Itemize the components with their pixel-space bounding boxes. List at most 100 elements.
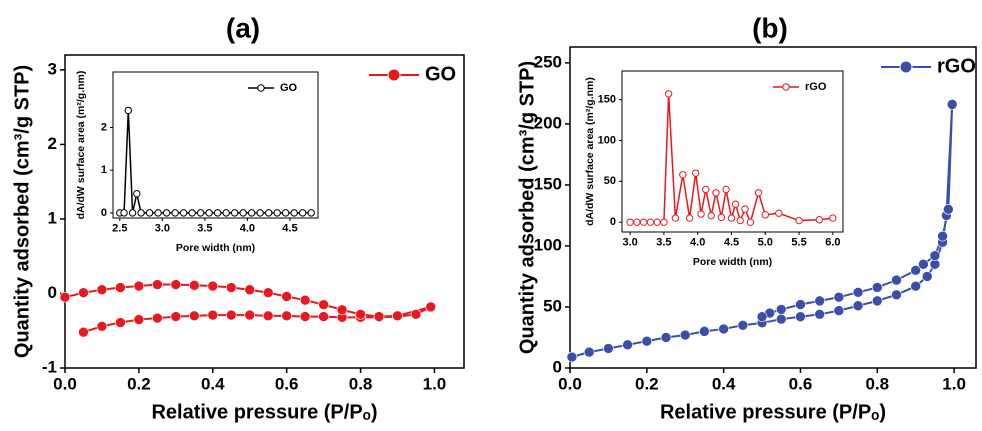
data-point bbox=[410, 309, 422, 320]
data-point bbox=[299, 294, 311, 306]
y-tick-label: -1 bbox=[42, 357, 57, 376]
data-point bbox=[685, 214, 694, 222]
data-point bbox=[910, 280, 921, 292]
data-point bbox=[633, 218, 641, 226]
x-tick-label: 0.8 bbox=[349, 374, 373, 393]
data-point bbox=[910, 265, 921, 276]
plot-frame bbox=[621, 70, 844, 233]
x-tick-label: 5.5 bbox=[791, 237, 806, 249]
data-point bbox=[712, 189, 720, 197]
data-point bbox=[188, 209, 196, 217]
data-point bbox=[943, 204, 954, 215]
data-point bbox=[566, 351, 578, 363]
data-point bbox=[247, 209, 256, 217]
data-point bbox=[761, 211, 769, 219]
data-point bbox=[660, 218, 668, 226]
data-point bbox=[281, 310, 292, 322]
x-tick-label: 0.0 bbox=[558, 374, 582, 393]
data-point bbox=[815, 216, 824, 224]
data-point bbox=[189, 310, 200, 322]
data-point bbox=[170, 311, 182, 322]
data-point bbox=[626, 218, 634, 226]
x-tick-label: 3.0 bbox=[155, 223, 170, 235]
data-point bbox=[833, 291, 845, 303]
data-point bbox=[262, 310, 274, 322]
data-point bbox=[273, 209, 281, 217]
data-point bbox=[152, 312, 163, 324]
x-tick-label: 3.0 bbox=[622, 237, 637, 249]
data-point bbox=[921, 271, 933, 282]
data-point bbox=[697, 210, 705, 218]
data-point bbox=[829, 214, 837, 222]
data-point bbox=[871, 295, 883, 307]
x-tick-label: 0.4 bbox=[712, 374, 736, 393]
x-tick-label: 0.2 bbox=[127, 374, 151, 393]
data-point bbox=[78, 287, 89, 299]
data-point bbox=[244, 309, 256, 321]
data-point bbox=[660, 332, 672, 343]
data-point bbox=[196, 209, 205, 217]
data-point bbox=[207, 280, 219, 292]
data-point bbox=[833, 305, 845, 316]
data-point bbox=[244, 284, 256, 296]
data-point bbox=[262, 287, 274, 299]
y-tick-label: 150 bbox=[598, 94, 616, 106]
data-point bbox=[918, 258, 929, 270]
y-tick-label: 200 bbox=[534, 113, 562, 132]
data-point bbox=[225, 309, 237, 321]
data-point bbox=[152, 279, 163, 290]
data-point bbox=[775, 209, 783, 217]
y-tick-label: 0 bbox=[553, 357, 562, 376]
data-point bbox=[115, 282, 126, 293]
data-point bbox=[124, 106, 133, 115]
legend-label: rGO bbox=[937, 55, 976, 77]
data-point bbox=[225, 282, 237, 293]
x-tick-label: 0.0 bbox=[53, 374, 77, 393]
data-point bbox=[222, 209, 230, 217]
y-axis-label: Quantity adsorbed (cm³/g STP) bbox=[516, 61, 538, 354]
data-point bbox=[189, 279, 200, 291]
y-tick-label: 1 bbox=[101, 164, 107, 176]
data-point bbox=[298, 209, 307, 217]
legend-marker bbox=[257, 84, 265, 92]
x-tick-label: 0.6 bbox=[275, 374, 299, 393]
y-tick-label: 50 bbox=[604, 175, 616, 187]
data-point bbox=[754, 189, 763, 197]
y-tick-label: 0 bbox=[48, 283, 57, 302]
data-point bbox=[133, 314, 145, 325]
data-point bbox=[795, 299, 806, 310]
x-tick-label: 1.0 bbox=[423, 374, 447, 393]
data-point bbox=[775, 313, 787, 325]
chart-title: (a) bbox=[226, 12, 260, 43]
x-tick-label: 3.5 bbox=[656, 237, 671, 249]
data-point bbox=[307, 209, 315, 217]
x-tick-label: 4.0 bbox=[240, 223, 255, 235]
x-tick-label: 0.6 bbox=[789, 374, 813, 393]
data-point bbox=[207, 309, 219, 321]
data-point bbox=[664, 90, 673, 98]
y-axis-label: dA/dW surface area (m²/g.nm) bbox=[584, 77, 596, 226]
data-point bbox=[59, 291, 71, 303]
x-axis-label: Pore width (nm) bbox=[693, 256, 772, 268]
data-point bbox=[736, 216, 744, 225]
data-point bbox=[814, 295, 825, 307]
data-point bbox=[290, 209, 298, 217]
data-point bbox=[213, 209, 222, 217]
data-point bbox=[256, 209, 264, 217]
data-point bbox=[679, 171, 687, 179]
data-point bbox=[425, 301, 437, 313]
data-point bbox=[722, 185, 730, 194]
data-point bbox=[937, 230, 948, 242]
data-point bbox=[727, 214, 736, 222]
data-point bbox=[171, 209, 179, 217]
data-point bbox=[639, 218, 648, 226]
legend-label: GO bbox=[425, 63, 456, 85]
data-point bbox=[170, 279, 182, 290]
y-tick-label: 0 bbox=[101, 207, 107, 219]
x-tick-label: 6.0 bbox=[825, 237, 840, 249]
x-tick-label: 0.4 bbox=[201, 374, 225, 393]
x-tick-label: 4.5 bbox=[724, 237, 739, 249]
data-point bbox=[741, 205, 749, 213]
legend-label: rGO bbox=[805, 81, 827, 93]
y-tick-label: 250 bbox=[534, 52, 562, 71]
